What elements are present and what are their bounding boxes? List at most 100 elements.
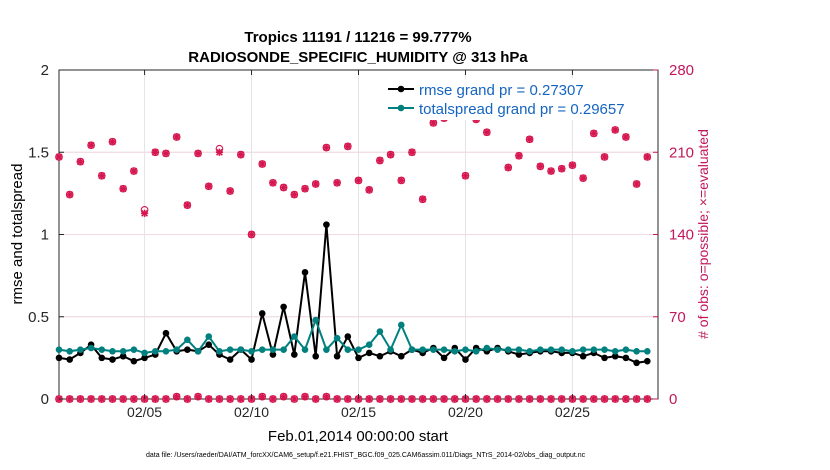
obs-evaluated-point xyxy=(365,395,373,403)
series-point-totalspread xyxy=(291,333,298,340)
obs-evaluated-stroke xyxy=(290,191,298,198)
series-point-totalspread xyxy=(504,346,512,353)
obs-evaluated-point xyxy=(590,395,598,403)
obs-evaluated-point xyxy=(643,153,651,161)
obs-evaluated-stroke xyxy=(547,167,555,175)
obs-evaluated-point xyxy=(290,395,298,403)
series-point-totalspread xyxy=(537,346,544,353)
obs-evaluated-stroke xyxy=(440,395,448,403)
obs-evaluated-stroke xyxy=(194,149,202,157)
obs-evaluated-point xyxy=(472,395,480,403)
obs-evaluated-stroke xyxy=(98,395,106,403)
obs-evaluated-point xyxy=(590,129,598,138)
obs-evaluated-point xyxy=(526,135,534,143)
obs-evaluated-point xyxy=(568,161,577,169)
obs-evaluated-stroke xyxy=(451,395,459,403)
obs-evaluated-point xyxy=(579,395,587,403)
obs-evaluated-point xyxy=(269,179,277,187)
x-tick-label: 02/20 xyxy=(448,404,483,420)
obs-evaluated-point xyxy=(461,172,470,180)
ticks-layer: 02/05 02/10 02/15 02/20 02/25 0 0.5 1 1.5 2 0 70 140… xyxy=(28,62,694,420)
obs-evaluated-point xyxy=(140,209,149,217)
obs-evaluated-stroke xyxy=(643,395,651,403)
obs-evaluated-stroke xyxy=(173,133,181,141)
obs-evaluated-stroke xyxy=(462,172,469,180)
obs-evaluated-point xyxy=(130,395,138,403)
obs-evaluated-stroke xyxy=(151,395,159,403)
obs-evaluated-stroke xyxy=(622,395,630,403)
obs-evaluated-stroke xyxy=(344,395,352,403)
y-tick-label: 2 xyxy=(41,62,49,79)
obs-evaluated-stroke xyxy=(109,138,116,146)
obs-evaluated-point xyxy=(301,393,309,401)
obs-evaluated-point xyxy=(493,395,502,403)
obs-evaluated-stroke xyxy=(579,174,587,182)
obs-evaluated-point xyxy=(429,395,437,403)
obs-evaluated-stroke xyxy=(119,185,127,193)
obs-evaluated-stroke xyxy=(494,395,501,403)
series-point-totalspread xyxy=(590,346,598,353)
obs-evaluated-point xyxy=(408,148,416,156)
obs-evaluated-point xyxy=(536,162,544,170)
series-point-totalspread xyxy=(569,347,576,355)
series-point-totalspread xyxy=(130,346,138,353)
series-point-totalspread xyxy=(397,321,405,329)
obs-evaluated-stroke xyxy=(130,395,138,403)
obs-evaluated-stroke xyxy=(611,395,619,403)
obs-evaluated-stroke xyxy=(387,395,395,403)
y-right-tick-label: 70 xyxy=(669,309,686,326)
obs-evaluated-point xyxy=(333,179,341,187)
series-point-rmse xyxy=(205,341,213,349)
obs-evaluated-stroke xyxy=(109,395,116,403)
obs-evaluated-point xyxy=(386,395,395,403)
series-point-rmse xyxy=(440,354,448,362)
obs-evaluated-stroke xyxy=(258,160,266,168)
legend-marker-totalspread xyxy=(397,104,405,112)
series-point-totalspread xyxy=(611,347,619,355)
obs-evaluated-stroke xyxy=(162,149,170,157)
series-point-totalspread xyxy=(323,346,330,353)
obs-evaluated-stroke xyxy=(301,393,309,401)
legend: rmse grand pr = 0.27307 totalspread gran… xyxy=(383,78,651,120)
series-layer xyxy=(55,221,651,367)
obs-evaluated-stroke xyxy=(472,395,480,403)
series-point-totalspread xyxy=(387,346,394,353)
obs-evaluated-point xyxy=(515,395,523,403)
obs-evaluated-stroke xyxy=(365,186,373,194)
obs-evaluated-point xyxy=(429,119,437,127)
series-point-totalspread xyxy=(269,346,277,353)
obs-evaluated-stroke xyxy=(526,395,534,403)
series-point-totalspread xyxy=(258,346,266,353)
x-tick-label: 02/05 xyxy=(127,404,162,420)
series-point-totalspread xyxy=(205,333,213,340)
y-tick-label: 1.5 xyxy=(28,144,49,161)
series-point-totalspread xyxy=(301,346,309,353)
y-axis-label-right: # of obs: o=possible; ×=evaluated xyxy=(695,129,711,339)
series-point-rmse xyxy=(184,346,191,353)
obs-evaluated-stroke xyxy=(333,395,341,403)
chart-subtitle: RADIOSONDE_SPECIFIC_HUMIDITY @ 313 hPa xyxy=(188,49,528,66)
obs-evaluated-stroke xyxy=(365,395,373,403)
series-point-rmse xyxy=(397,352,405,360)
obs-evaluated-stroke xyxy=(141,209,149,217)
obs-evaluated-stroke xyxy=(387,151,395,159)
obs-evaluated-point xyxy=(55,153,63,161)
series-point-totalspread xyxy=(483,344,491,352)
obs-evaluated-point xyxy=(183,201,191,209)
obs-evaluated-stroke xyxy=(194,393,202,401)
obs-evaluated-stroke xyxy=(226,395,234,403)
obs-evaluated-point xyxy=(183,395,191,403)
y-right-tick-label: 140 xyxy=(669,227,694,244)
chart-title: Tropics 11191 / 11216 = 99.777% xyxy=(244,29,471,46)
legend-label-rmse: rmse grand pr = 0.27307 xyxy=(419,82,584,99)
obs-evaluated-stroke xyxy=(590,130,598,137)
series-point-totalspread xyxy=(579,346,587,353)
series-point-rmse xyxy=(344,333,352,340)
obs-evaluated-point xyxy=(354,176,363,185)
series-point-rmse xyxy=(130,357,138,365)
series-point-rmse xyxy=(644,357,651,365)
obs-evaluated-stroke xyxy=(536,395,544,403)
obs-evaluated-point xyxy=(280,183,288,192)
obs-evaluated-stroke xyxy=(87,141,95,149)
x-axis-label: Feb.01,2014 00:00:00 start xyxy=(268,428,449,445)
